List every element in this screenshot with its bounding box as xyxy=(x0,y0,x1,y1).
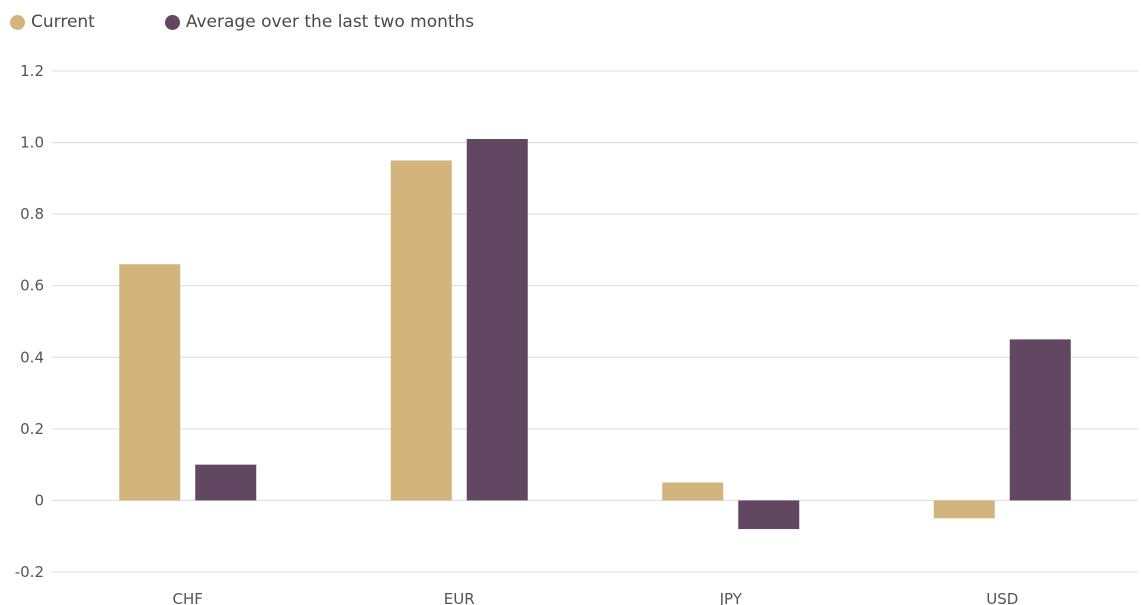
legend-marker-current xyxy=(10,14,25,30)
legend-marker-average xyxy=(164,14,180,30)
x-tick-label-jpy: JPY xyxy=(719,590,743,605)
x-tick-label-eur: EUR xyxy=(444,590,475,605)
legend-label-average: Average over the last two months xyxy=(185,12,475,32)
y-tick-label: 0 xyxy=(34,491,44,509)
bar-jpy-average[interactable] xyxy=(738,500,800,530)
legend-item-average[interactable]: Average over the last two months xyxy=(164,12,475,32)
chart-legend: Current Average over the last two months xyxy=(10,8,544,36)
bar-usd-average[interactable] xyxy=(1009,339,1071,501)
y-tick-label: 1.0 xyxy=(20,134,44,152)
bars xyxy=(119,138,1071,530)
legend-label-current: Current xyxy=(31,12,95,32)
y-tick-label: 0.4 xyxy=(20,348,44,366)
y-tick-label: -0.2 xyxy=(15,563,44,581)
y-tick-label: 0.6 xyxy=(20,277,44,295)
bar-eur-current[interactable] xyxy=(390,160,452,501)
y-axis: -0.2 0 0.2 0.4 0.6 0.8 1.0 1.2 xyxy=(15,62,44,581)
y-tick-label: 1.2 xyxy=(20,62,44,80)
y-tick-label: 0.2 xyxy=(20,420,44,438)
bar-eur-average[interactable] xyxy=(466,138,528,501)
y-tick-label: 0.8 xyxy=(20,205,44,223)
x-tick-label-usd: USD xyxy=(986,590,1018,605)
bar-chf-current[interactable] xyxy=(119,264,181,501)
x-tick-label-chf: CHF xyxy=(173,590,203,605)
legend-item-current[interactable]: Current xyxy=(10,12,95,32)
x-axis: CHF EUR JPY USD xyxy=(173,590,1019,605)
bar-jpy-current[interactable] xyxy=(662,482,724,501)
bar-usd-current[interactable] xyxy=(933,500,995,519)
bar-chf-average[interactable] xyxy=(195,464,257,501)
